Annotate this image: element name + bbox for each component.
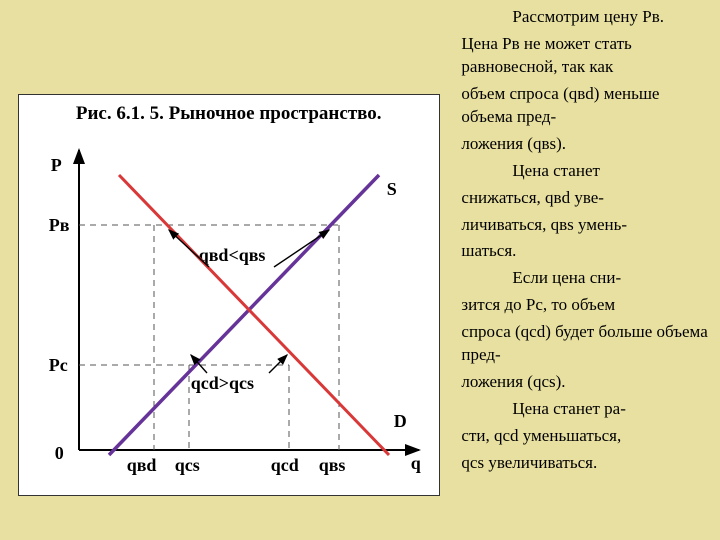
text-p13: сти, qсd уменьшаться, [461,425,710,448]
text-p7: шаться. [461,240,710,263]
text-p4: Цена станет [461,160,710,183]
text-p8: Если цена сни- [461,267,710,290]
text-p2: объем спроса (qвd) меньше объема пред- [461,83,710,129]
text-p11: ложения (qсs). [461,371,710,394]
text-p10: спроса (qсd) будет больше объема пред- [461,321,710,367]
text-intro: Рассмотрим цену Рв. [461,6,710,29]
text-p9: зится до Рс, то объем [461,294,710,317]
text-p12: Цена станет ра- [461,398,710,421]
chart-box: Рис. 6.1. 5. Рыночное пространство. P Pв… [18,94,440,496]
page-root: Рис. 6.1. 5. Рыночное пространство. P Pв… [0,0,720,540]
text-p1: Цена Рв не может стать равновесной, так … [461,33,710,79]
chart-area: Рис. 6.1. 5. Рыночное пространство. P Pв… [0,0,457,540]
text-p3: ложения (qвs). [461,133,710,156]
text-p14: qсs увеличиваться. [461,452,710,475]
text-p5: снижаться, qвd уве- [461,187,710,210]
chart-svg [19,95,439,495]
text-p6: личиваться, qвs умень- [461,214,710,237]
explanatory-text: Рассмотрим цену Рв. Цена Рв не может ста… [457,0,720,540]
